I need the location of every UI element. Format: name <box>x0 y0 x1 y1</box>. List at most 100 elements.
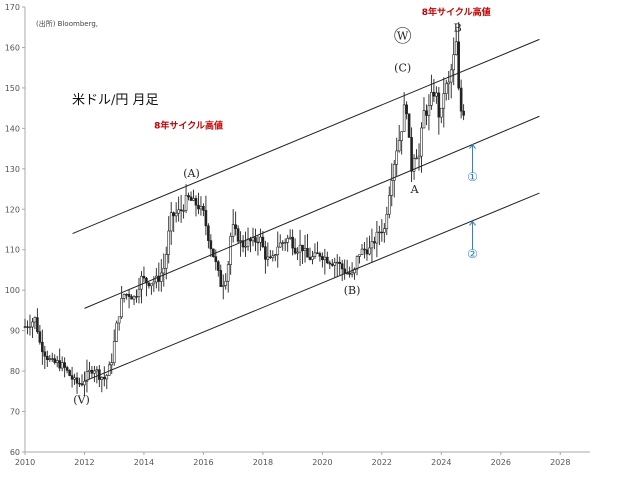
price-bar-body <box>43 351 47 357</box>
price-bar-body <box>271 255 275 258</box>
price-bar-body <box>60 362 64 369</box>
price-bar-body <box>229 236 232 265</box>
price-bar-body <box>264 246 267 260</box>
price-bar-body <box>179 209 183 212</box>
price-bar-body <box>454 41 458 55</box>
price-bar-body <box>164 254 168 269</box>
price-bar-body <box>365 249 369 255</box>
price-bar-body <box>73 377 76 380</box>
price-bar-body <box>343 268 346 274</box>
price-bar-body <box>95 369 99 372</box>
wave-label: A <box>410 183 420 196</box>
price-bar-body <box>80 383 84 386</box>
price-bar-body <box>125 293 128 296</box>
source-label: (出所) Bloomberg, <box>36 19 98 28</box>
price-bar-body <box>209 240 213 250</box>
price-bar-body <box>273 254 277 257</box>
price-bar-body <box>288 236 292 239</box>
price-bar-body <box>115 322 118 342</box>
x-tick-label: 2016 <box>193 458 213 467</box>
axes: 60 70 80 90 100 110 120 130 140 150 160 170 2010 2012… <box>5 3 590 467</box>
price-bar-body <box>259 236 262 243</box>
price-bar-body <box>212 248 215 257</box>
price-bar-body <box>355 256 359 270</box>
price-bar-body <box>31 321 34 328</box>
price-bar-body <box>291 236 294 249</box>
price-bar-body <box>313 252 317 257</box>
channel-lines <box>72 38 540 382</box>
wave-label: B <box>454 21 462 34</box>
price-bar-body <box>298 244 302 253</box>
price-bar-body <box>425 110 428 116</box>
price-bar-body <box>214 256 218 263</box>
price-bar-body <box>266 256 270 260</box>
reference-arrow-head <box>469 143 476 149</box>
price-bar-body <box>432 91 436 97</box>
price-bar-body <box>437 92 441 118</box>
x-tick-label: 2022 <box>372 458 392 467</box>
price-bar-body <box>102 377 106 380</box>
x-tick-label: 2010 <box>15 458 35 467</box>
price-bar-body <box>152 281 156 285</box>
price-bar-body <box>316 252 319 254</box>
price-bar-body <box>390 180 394 196</box>
price-bar-body <box>417 155 421 159</box>
price-bar-body <box>23 326 27 328</box>
price-bar-body <box>145 277 148 284</box>
price-bar-body <box>261 236 265 248</box>
price-bar-body <box>370 241 374 249</box>
price-bar-body <box>28 326 32 329</box>
price-bar-body <box>204 210 208 227</box>
y-tick-label: 90 <box>10 327 20 336</box>
price-bar-body <box>400 131 403 141</box>
price-bar-body <box>452 54 456 71</box>
price-bar-body <box>105 375 109 380</box>
price-bar-body <box>88 369 91 372</box>
price-bar-body <box>36 317 39 332</box>
price-bar-body <box>323 256 327 261</box>
x-tick-label: 2028 <box>550 458 570 467</box>
price-bar-body <box>100 377 104 380</box>
chart-title: 米ドル/円 月足 <box>72 93 159 108</box>
price-bar-body <box>192 198 195 201</box>
price-bar-body <box>159 272 163 282</box>
price-bar-body <box>26 326 29 328</box>
x-tick-label: 2018 <box>253 458 273 467</box>
price-bar-body <box>142 275 146 279</box>
price-bar-body <box>120 298 123 318</box>
x-tick-label: 2020 <box>312 458 332 467</box>
price-bars <box>23 22 465 396</box>
price-bar-body <box>380 231 384 234</box>
price-bar-body <box>241 240 245 248</box>
price-bar-body <box>333 262 337 266</box>
price-bar-body <box>306 248 309 258</box>
price-bar-body <box>70 375 74 380</box>
price-bar-body <box>311 256 314 260</box>
price-bar-body <box>385 213 389 229</box>
channel-line <box>84 115 540 309</box>
y-tick-label: 140 <box>5 124 20 133</box>
price-bar-body <box>440 107 443 118</box>
price-bar-body <box>303 248 307 251</box>
price-bar-body <box>236 228 240 242</box>
price-bar-body <box>276 246 280 256</box>
price-bar-body <box>207 225 210 241</box>
price-bar-body <box>457 41 460 89</box>
price-bar-body <box>412 158 416 172</box>
price-bar-body <box>378 231 381 234</box>
price-bar-body <box>75 377 79 384</box>
price-bar-body <box>65 367 69 371</box>
price-bar-body <box>199 206 203 210</box>
price-bar-body <box>239 240 242 242</box>
price-bar-body <box>358 254 361 257</box>
price-bar-body <box>410 137 413 172</box>
price-bar-body <box>110 362 114 366</box>
wave-label: (C) <box>394 62 411 75</box>
price-bar-body <box>93 370 96 374</box>
price-bar-body <box>147 282 151 287</box>
price-bar-body <box>53 358 57 363</box>
price-bar-body <box>33 317 37 323</box>
price-bar-body <box>422 110 426 129</box>
wave-label: (V) <box>73 393 90 406</box>
price-bar-body <box>244 246 247 248</box>
